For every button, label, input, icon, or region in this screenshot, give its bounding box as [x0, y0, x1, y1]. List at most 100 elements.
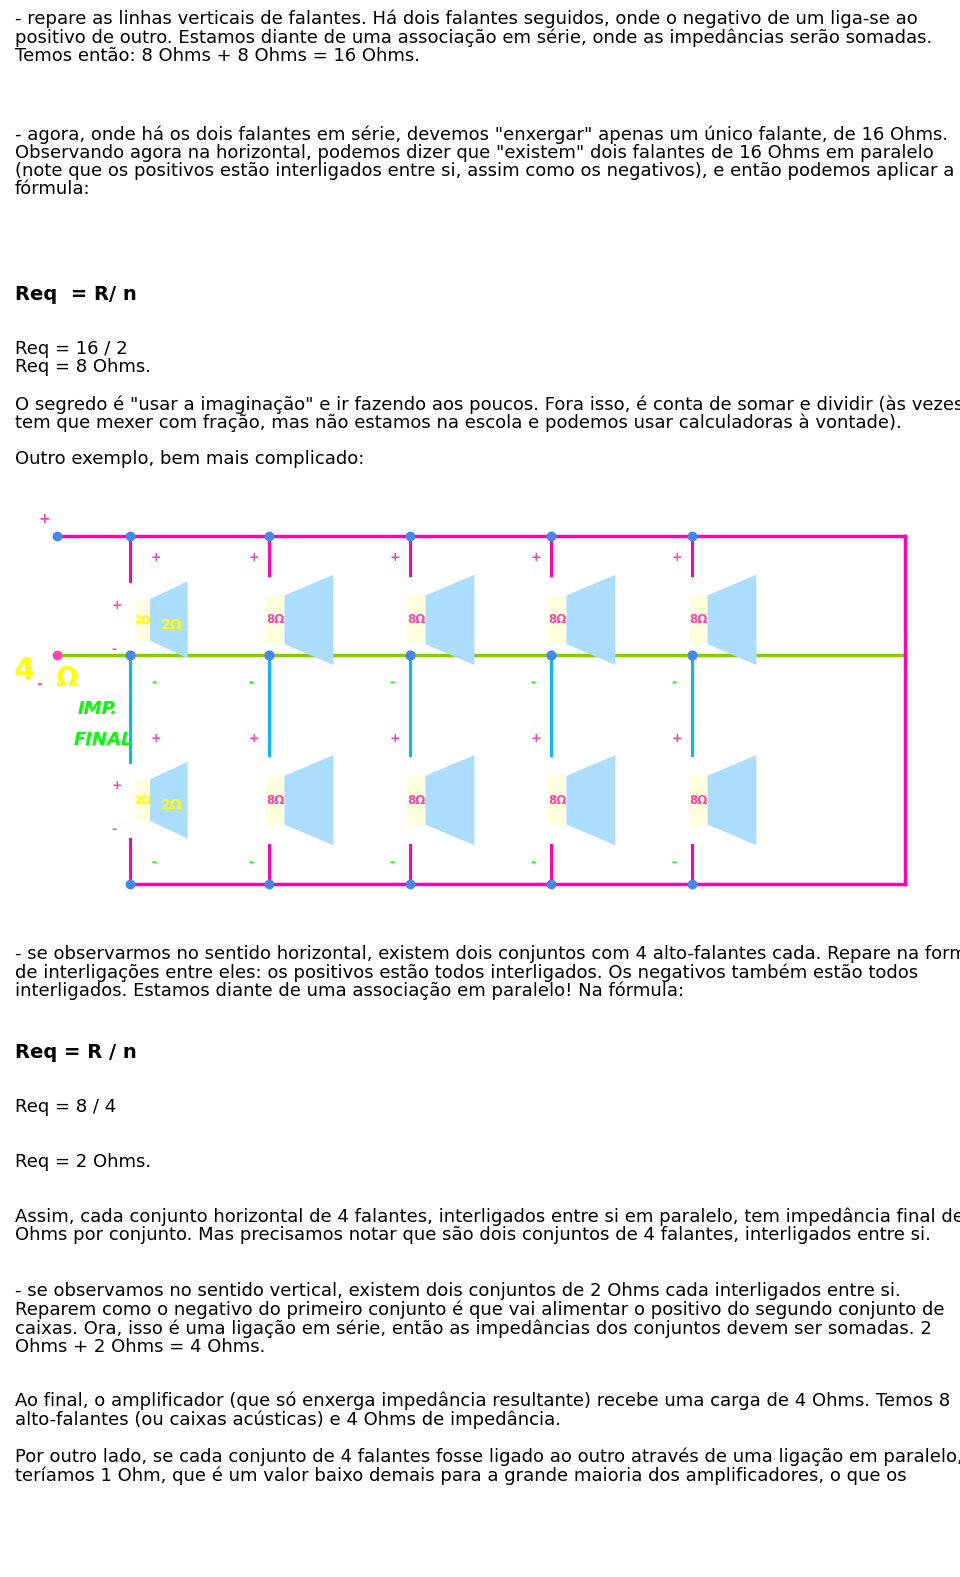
Point [49, 524, 64, 549]
Text: Ao final, o amplificador (que só enxerga impedância resultante) recebe uma carga: Ao final, o amplificador (que só enxerga… [15, 1392, 950, 1410]
Text: Req = 8 Ohms.: Req = 8 Ohms. [15, 358, 151, 377]
Bar [688, 596, 708, 643]
Point [49, 642, 64, 667]
Text: +: + [111, 779, 122, 792]
Polygon shape [566, 574, 615, 665]
Point [684, 524, 700, 549]
Text: alto-falantes (ou caixas acústicas) e 4 Ohms de impedância.: alto-falantes (ou caixas acústicas) e 4 … [15, 1410, 561, 1429]
Point [262, 871, 277, 896]
Text: -: - [151, 856, 156, 869]
Point [262, 642, 277, 667]
Text: +: + [531, 732, 541, 744]
Bar [688, 776, 708, 825]
Text: - se observamos no sentido vertical, existem dois conjuntos de 2 Ohms cada inter: - se observamos no sentido vertical, exi… [15, 1282, 900, 1299]
Text: +: + [38, 513, 50, 527]
Text: de interligações entre eles: os positivos estão todos interligados. Os negativos: de interligações entre eles: os positivo… [15, 964, 918, 982]
Text: Assim, cada conjunto horizontal de 4 falantes, interligados entre si em paralelo: Assim, cada conjunto horizontal de 4 fal… [15, 1208, 960, 1227]
Text: caixas. Ora, isso é uma ligação em série, então as impedâncias dos conjuntos dev: caixas. Ora, isso é uma ligação em série… [15, 1318, 932, 1337]
Text: Reparem como o negativo do primeiro conjunto é que vai alimentar o positivo do s: Reparem como o negativo do primeiro conj… [15, 1301, 945, 1318]
Text: Req = 2 Ohms.: Req = 2 Ohms. [15, 1153, 151, 1172]
Text: - agora, onde há os dois falantes em série, devemos "enxergar" apenas um único f: - agora, onde há os dois falantes em sér… [15, 125, 948, 144]
Text: Ohms + 2 Ohms = 4 Ohms.: Ohms + 2 Ohms = 4 Ohms. [15, 1337, 265, 1356]
Text: 2Ω: 2Ω [134, 615, 151, 624]
Text: FINAL: FINAL [74, 732, 133, 749]
Text: 8Ω: 8Ω [407, 613, 425, 626]
Polygon shape [708, 755, 756, 845]
Polygon shape [150, 582, 187, 658]
Text: Temos então: 8 Ohms + 8 Ohms = 16 Ohms.: Temos então: 8 Ohms + 8 Ohms = 16 Ohms. [15, 47, 420, 65]
Bar [266, 596, 284, 643]
Text: 2Ω: 2Ω [160, 618, 181, 632]
Text: (note que os positivos estão interligados entre si, assim como os negativos), e : (note que os positivos estão interligado… [15, 162, 954, 180]
Point [123, 871, 138, 896]
Text: 8Ω: 8Ω [266, 793, 284, 807]
Text: Req = R / n: Req = R / n [15, 1042, 136, 1061]
Text: -: - [111, 823, 117, 836]
Polygon shape [425, 574, 474, 665]
Text: +: + [390, 732, 400, 744]
Point [543, 524, 559, 549]
Text: - repare as linhas verticais de falantes. Há dois falantes seguidos, onde o nega: - repare as linhas verticais de falantes… [15, 9, 918, 28]
Polygon shape [284, 574, 333, 665]
Text: O segredo é "usar a imaginação" e ir fazendo aos poucos. Fora isso, é conta de s: O segredo é "usar a imaginação" e ir faz… [15, 394, 960, 413]
Text: -: - [249, 856, 253, 869]
Bar [407, 596, 425, 643]
Polygon shape [150, 762, 187, 839]
Text: +: + [672, 552, 683, 565]
Point [684, 871, 700, 896]
Text: +: + [151, 552, 161, 565]
Point [684, 642, 700, 667]
Bar [135, 779, 150, 822]
Text: Observando agora na horizontal, podemos dizer que "existem" dois falantes de 16 : Observando agora na horizontal, podemos … [15, 144, 934, 161]
Point [262, 642, 277, 667]
Text: +: + [151, 732, 161, 744]
Text: +: + [672, 732, 683, 744]
Text: 8Ω: 8Ω [548, 793, 566, 807]
Text: interligados. Estamos diante de uma associação em paralelo! Na fórmula:: interligados. Estamos diante de uma asso… [15, 982, 684, 1000]
Point [403, 871, 419, 896]
Text: -: - [672, 856, 677, 869]
Point [403, 642, 419, 667]
Text: 8Ω: 8Ω [689, 793, 708, 807]
Text: +: + [249, 552, 259, 565]
Text: 8Ω: 8Ω [266, 613, 284, 626]
Point [543, 871, 559, 896]
Point [684, 642, 700, 667]
Text: Por outro lado, se cada conjunto de 4 falantes fosse ligado ao outro através de : Por outro lado, se cada conjunto de 4 fa… [15, 1448, 960, 1467]
Bar [266, 776, 284, 825]
Text: 4: 4 [13, 656, 35, 684]
Text: -: - [531, 677, 536, 689]
Text: -: - [672, 677, 677, 689]
Text: positivo de outro. Estamos diante de uma associação em série, onde as impedância: positivo de outro. Estamos diante de uma… [15, 28, 932, 47]
Text: Ω: Ω [55, 665, 78, 692]
Text: -: - [390, 677, 395, 689]
Text: Outro exemplo, bem mais complicado:: Outro exemplo, bem mais complicado: [15, 449, 365, 468]
Text: 8Ω: 8Ω [548, 613, 566, 626]
Text: tem que mexer com fração, mas não estamos na escola e podemos usar calculadoras : tem que mexer com fração, mas não estamo… [15, 413, 901, 432]
Text: Ohms por conjunto. Mas precisamos notar que são dois conjuntos de 4 falantes, in: Ohms por conjunto. Mas precisamos notar … [15, 1227, 931, 1244]
Polygon shape [566, 755, 615, 845]
Point [403, 524, 419, 549]
Point [543, 642, 559, 667]
Bar [407, 776, 425, 825]
Point [123, 642, 138, 667]
Polygon shape [284, 755, 333, 845]
Bar [547, 596, 566, 643]
Text: -: - [36, 677, 42, 691]
Text: Req  = R/ n: Req = R/ n [15, 285, 136, 304]
Text: +: + [249, 732, 259, 744]
Text: -: - [151, 677, 156, 689]
Text: 2Ω: 2Ω [134, 795, 151, 806]
Text: -: - [249, 677, 253, 689]
Text: - se observarmos no sentido horizontal, existem dois conjuntos com 4 alto-falant: - se observarmos no sentido horizontal, … [15, 945, 960, 964]
Text: 2Ω: 2Ω [160, 798, 181, 812]
Text: teríamos 1 Ohm, que é um valor baixo demais para a grande maioria dos amplificad: teríamos 1 Ohm, que é um valor baixo dem… [15, 1467, 906, 1486]
Text: +: + [390, 552, 400, 565]
Text: Req = 16 / 2: Req = 16 / 2 [15, 341, 128, 358]
Text: -: - [390, 856, 395, 869]
Text: 8Ω: 8Ω [407, 793, 425, 807]
Text: -: - [111, 643, 117, 656]
Point [262, 524, 277, 549]
Bar [135, 599, 150, 640]
Text: +: + [111, 599, 122, 612]
